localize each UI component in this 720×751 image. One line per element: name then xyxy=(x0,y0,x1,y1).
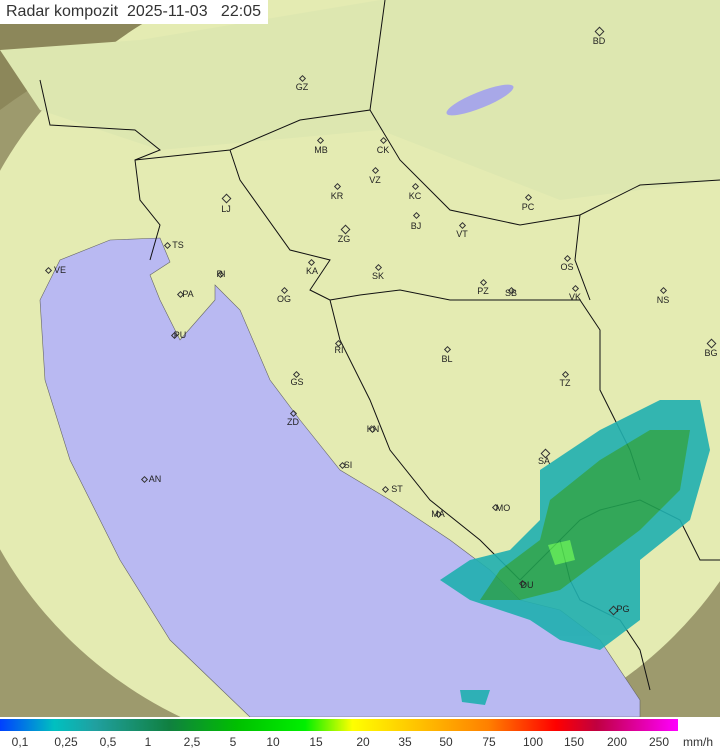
scale-label: 5 xyxy=(229,735,237,749)
city-label: LJ xyxy=(221,204,231,214)
scale-label: 15 xyxy=(309,735,323,749)
city-label: VK xyxy=(568,292,582,302)
city-label: ST xyxy=(391,484,403,494)
city-label: MO xyxy=(495,503,511,513)
city-label: DU xyxy=(520,580,534,590)
city-label: RI xyxy=(334,345,344,355)
scale-label: 150 xyxy=(563,735,585,749)
city-label: KN xyxy=(366,424,380,434)
city-label: PC xyxy=(521,202,535,212)
scale-label: 1 xyxy=(144,735,152,749)
scale-label: 0,25 xyxy=(54,735,78,749)
city-label: OS xyxy=(560,262,574,272)
city-label: MA xyxy=(431,509,445,519)
scale-label: 20 xyxy=(356,735,370,749)
city-label: SI xyxy=(343,460,353,470)
city-label: CK xyxy=(376,145,390,155)
city-label: PG xyxy=(616,604,630,614)
city-label: VT xyxy=(456,229,468,239)
map-title: Radar kompozit 2025-11-03 22:05 xyxy=(0,0,268,24)
scale-label: 50 xyxy=(439,735,453,749)
radar-map xyxy=(0,0,720,717)
precipitation xyxy=(440,400,710,705)
city-label: VZ xyxy=(369,175,381,185)
city-label: PZ xyxy=(477,286,489,296)
city-label: KA xyxy=(305,266,319,276)
city-label: KR xyxy=(330,191,344,201)
city-label: ZG xyxy=(337,234,351,244)
scale-label: 35 xyxy=(398,735,412,749)
city-label: BD xyxy=(592,36,606,46)
city-label: MB xyxy=(314,145,328,155)
city-label: KC xyxy=(408,191,422,201)
city-label: BL xyxy=(441,354,453,364)
city-label: PA xyxy=(182,289,194,299)
city-label: RI xyxy=(216,269,226,279)
scale-label: 250 xyxy=(648,735,670,749)
city-label: NS xyxy=(656,295,670,305)
lake-balaton xyxy=(446,84,514,116)
city-label: TZ xyxy=(559,378,571,388)
city-label: VE xyxy=(53,265,67,275)
scale-label: 10 xyxy=(266,735,280,749)
scale-label: 200 xyxy=(606,735,628,749)
city-label: GS xyxy=(290,377,304,387)
scale-label: 0,5 xyxy=(99,735,117,749)
city-label: SA xyxy=(537,456,551,466)
scale-label: 0,1 xyxy=(11,735,29,749)
city-label: BG xyxy=(704,348,718,358)
scale-label: 75 xyxy=(482,735,496,749)
city-label: AN xyxy=(148,474,162,484)
city-label: OG xyxy=(276,294,292,304)
city-label: SB xyxy=(504,288,518,298)
city-label: TS xyxy=(172,240,184,250)
scale-label: 2,5 xyxy=(183,735,201,749)
scale-label: 100 xyxy=(522,735,544,749)
city-label: PU xyxy=(173,330,187,340)
city-label: ZD xyxy=(287,417,299,427)
color-scale-bar xyxy=(0,719,678,731)
city-label: BJ xyxy=(410,221,422,231)
city-label: GZ xyxy=(295,82,309,92)
city-label: SK xyxy=(371,271,385,281)
scale-unit: mm/h xyxy=(683,735,713,749)
